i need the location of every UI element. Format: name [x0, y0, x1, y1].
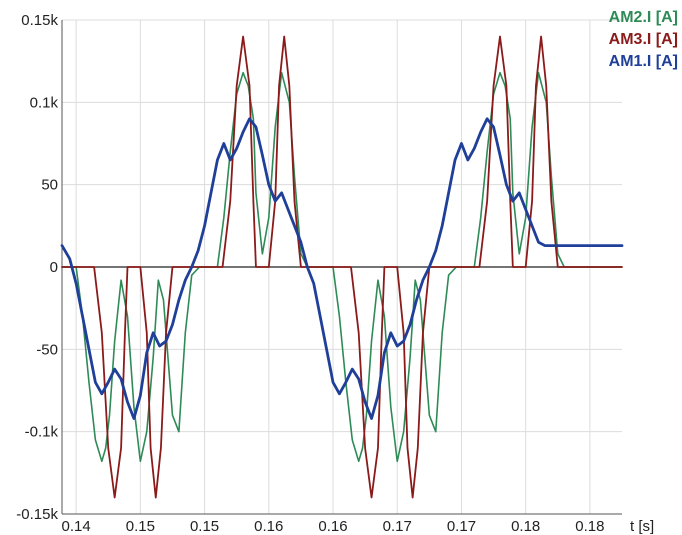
- legend-entry: AM3.I [A]: [609, 31, 678, 48]
- y-tick-labels: 0.15k 0.1k 50 0 -50 -0.1k -0.15k: [16, 12, 58, 523]
- x-tick-label: 0.17: [447, 518, 476, 535]
- x-axis-label: t [s]: [630, 518, 654, 535]
- series-line-2: [61, 35, 623, 499]
- x-tick-label: 0.16: [254, 518, 283, 535]
- x-tick-label: 0.18: [511, 518, 540, 535]
- y-tick-label: 0: [50, 259, 58, 276]
- series-lines: [60, 35, 624, 499]
- y-tick-label: 0.1k: [30, 94, 59, 111]
- x-tick-labels: 0.14 0.15 0.15 0.16 0.16 0.17 0.17 0.18 0.18: [62, 518, 605, 535]
- y-tick-label: -0.15k: [16, 506, 58, 523]
- x-tick-label: 0.18: [575, 518, 604, 535]
- legend-entry: AM2.I [A]: [609, 9, 678, 26]
- y-tick-label: -50: [36, 341, 58, 358]
- y-tick-label: -0.1k: [25, 424, 59, 441]
- legend-entry: AM1.I [A]: [609, 53, 678, 70]
- x-tick-label: 0.14: [62, 518, 91, 535]
- x-tick-label: 0.17: [383, 518, 412, 535]
- legend: AM2.I [A] AM3.I [A] AM1.I [A]: [609, 9, 678, 70]
- y-tick-label: 0.15k: [21, 12, 58, 29]
- series-line-3: [60, 117, 624, 420]
- x-tick-label: 0.15: [126, 518, 155, 535]
- x-tick-label: 0.16: [318, 518, 347, 535]
- x-tick-label: 0.15: [190, 518, 219, 535]
- y-tick-label: 50: [41, 177, 58, 194]
